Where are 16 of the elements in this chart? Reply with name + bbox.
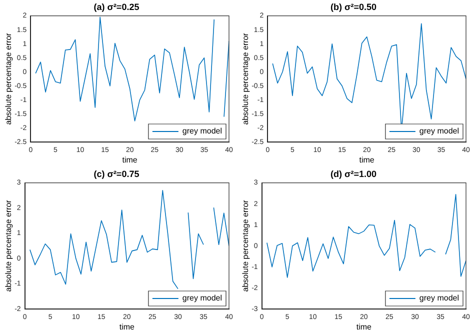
legend-label: grey model [182,294,222,303]
chart-title: (c) σ²=0.75 [94,168,140,179]
y-axis-title: absolute percentage error [241,32,250,125]
x-axis-title: time [122,155,138,164]
y-axis-title: absolute percentage error [4,32,14,125]
chart-title: (a) σ²=0.25 [94,2,140,12]
x-axis-title: time [119,322,136,332]
chart-title: (b) σ²=0.50 [330,2,376,12]
x-axis-title: time [356,322,372,332]
y-axis-title: absolute percentage error [241,200,250,292]
legend-label: grey model [419,126,460,136]
x-axis-title: time [359,155,375,164]
chart-title: (d) σ²=1.00 [330,168,376,179]
legend-label: grey model [182,126,222,136]
y-axis-title: absolute percentage error [4,200,14,292]
legend-label: grey model [419,294,460,303]
